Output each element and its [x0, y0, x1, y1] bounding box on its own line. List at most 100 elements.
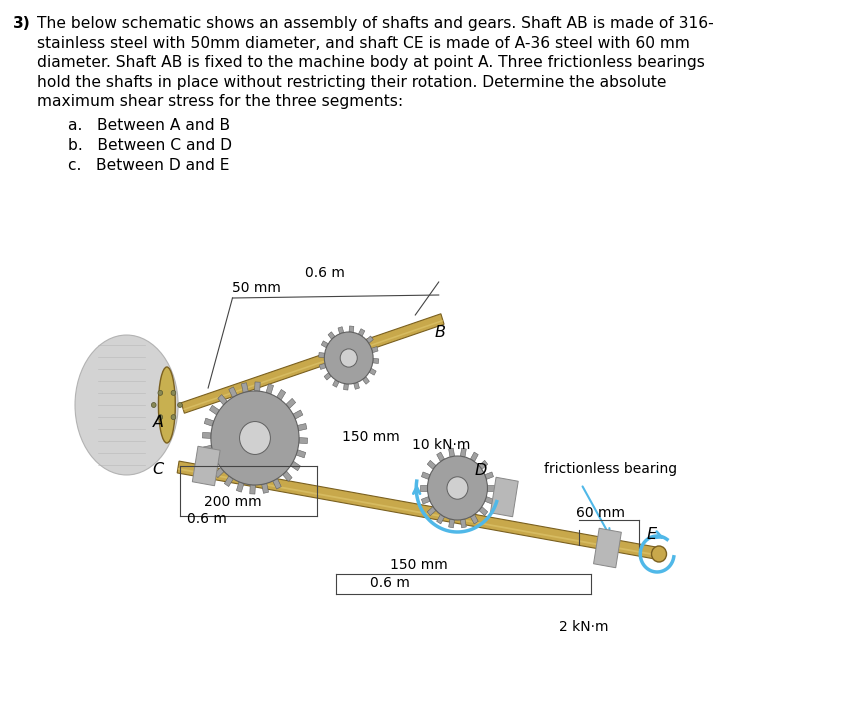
Polygon shape	[479, 460, 487, 470]
Text: maximum shear stress for the three segments:: maximum shear stress for the three segme…	[37, 94, 403, 109]
Polygon shape	[321, 341, 327, 348]
Polygon shape	[266, 384, 273, 394]
Text: E: E	[646, 527, 656, 542]
Text: 60 mm: 60 mm	[575, 506, 624, 520]
Polygon shape	[207, 457, 217, 466]
Polygon shape	[349, 326, 354, 332]
Polygon shape	[241, 383, 248, 393]
Polygon shape	[324, 372, 331, 380]
Text: c.   Between D and E: c. Between D and E	[68, 158, 230, 172]
Circle shape	[324, 332, 373, 384]
Polygon shape	[250, 485, 255, 494]
Text: frictionless bearing: frictionless bearing	[543, 462, 676, 476]
Polygon shape	[338, 327, 344, 334]
Polygon shape	[293, 410, 302, 419]
Text: a.   Between A and B: a. Between A and B	[68, 118, 230, 134]
Circle shape	[177, 403, 182, 408]
Circle shape	[151, 403, 156, 408]
Polygon shape	[436, 515, 444, 524]
Polygon shape	[319, 363, 326, 370]
Text: C: C	[152, 462, 163, 477]
Text: 0.6 m: 0.6 m	[187, 512, 227, 526]
Polygon shape	[297, 424, 306, 431]
Polygon shape	[460, 519, 466, 528]
Polygon shape	[436, 452, 444, 462]
Circle shape	[427, 456, 487, 520]
Polygon shape	[427, 460, 436, 470]
Polygon shape	[262, 484, 268, 494]
Polygon shape	[236, 482, 244, 492]
Polygon shape	[299, 438, 307, 444]
Ellipse shape	[75, 335, 178, 475]
Polygon shape	[365, 336, 373, 344]
Polygon shape	[421, 496, 430, 504]
Polygon shape	[358, 329, 365, 337]
Polygon shape	[369, 368, 376, 375]
Text: stainless steel with 50mm diameter, and shaft CE is made of A-36 steel with 60 m: stainless steel with 50mm diameter, and …	[37, 35, 690, 51]
Text: 50 mm: 50 mm	[232, 281, 281, 295]
Polygon shape	[327, 332, 334, 339]
Polygon shape	[276, 389, 285, 400]
Polygon shape	[479, 507, 487, 515]
Polygon shape	[229, 387, 237, 398]
Polygon shape	[372, 358, 378, 363]
Polygon shape	[362, 377, 369, 384]
Polygon shape	[204, 418, 214, 426]
Polygon shape	[484, 496, 493, 504]
Text: D: D	[473, 463, 486, 478]
Polygon shape	[224, 476, 233, 486]
Polygon shape	[203, 432, 211, 439]
Text: b.   Between C and D: b. Between C and D	[68, 138, 232, 153]
Polygon shape	[460, 448, 466, 457]
Polygon shape	[354, 382, 359, 389]
Polygon shape	[318, 353, 324, 358]
Text: 3): 3)	[14, 16, 31, 31]
Polygon shape	[203, 445, 212, 453]
Polygon shape	[181, 314, 443, 413]
Text: hold the shafts in place without restricting their rotation. Determine the absol: hold the shafts in place without restric…	[37, 75, 666, 89]
Polygon shape	[177, 468, 660, 557]
Polygon shape	[273, 479, 281, 489]
Circle shape	[170, 415, 176, 420]
Ellipse shape	[158, 367, 175, 443]
Text: 200 mm: 200 mm	[204, 495, 262, 509]
Text: 150 mm: 150 mm	[390, 558, 447, 572]
Polygon shape	[448, 448, 454, 457]
Text: The below schematic shows an assembly of shafts and gears. Shaft AB is made of 3: The below schematic shows an assembly of…	[37, 16, 713, 31]
Polygon shape	[285, 398, 295, 408]
Circle shape	[651, 546, 666, 562]
Polygon shape	[448, 519, 454, 528]
Polygon shape	[344, 384, 348, 390]
Polygon shape	[484, 472, 493, 479]
Polygon shape	[177, 461, 661, 560]
Text: 150 mm: 150 mm	[342, 430, 399, 444]
Polygon shape	[421, 472, 430, 479]
Polygon shape	[490, 477, 517, 517]
Polygon shape	[419, 486, 427, 491]
Text: 2 kN·m: 2 kN·m	[558, 620, 608, 634]
Text: 0.6 m: 0.6 m	[370, 576, 409, 590]
Polygon shape	[592, 528, 620, 567]
Text: B: B	[435, 325, 446, 340]
Polygon shape	[183, 320, 442, 410]
Polygon shape	[290, 461, 300, 471]
Polygon shape	[371, 346, 377, 353]
Circle shape	[240, 422, 270, 455]
Polygon shape	[192, 446, 220, 486]
Polygon shape	[209, 406, 219, 415]
Circle shape	[340, 349, 357, 367]
Polygon shape	[254, 382, 260, 391]
Circle shape	[211, 391, 299, 485]
Polygon shape	[333, 380, 338, 387]
Circle shape	[170, 391, 176, 396]
Polygon shape	[470, 515, 478, 524]
Polygon shape	[487, 486, 495, 491]
Circle shape	[158, 391, 162, 396]
Text: 10 kN·m: 10 kN·m	[412, 438, 470, 452]
Circle shape	[158, 415, 162, 420]
Text: A: A	[153, 415, 164, 430]
Polygon shape	[470, 452, 478, 462]
Polygon shape	[282, 471, 292, 482]
Polygon shape	[427, 507, 436, 515]
Text: diameter. Shaft AB is fixed to the machine body at point A. Three frictionless b: diameter. Shaft AB is fixed to the machi…	[37, 55, 705, 70]
